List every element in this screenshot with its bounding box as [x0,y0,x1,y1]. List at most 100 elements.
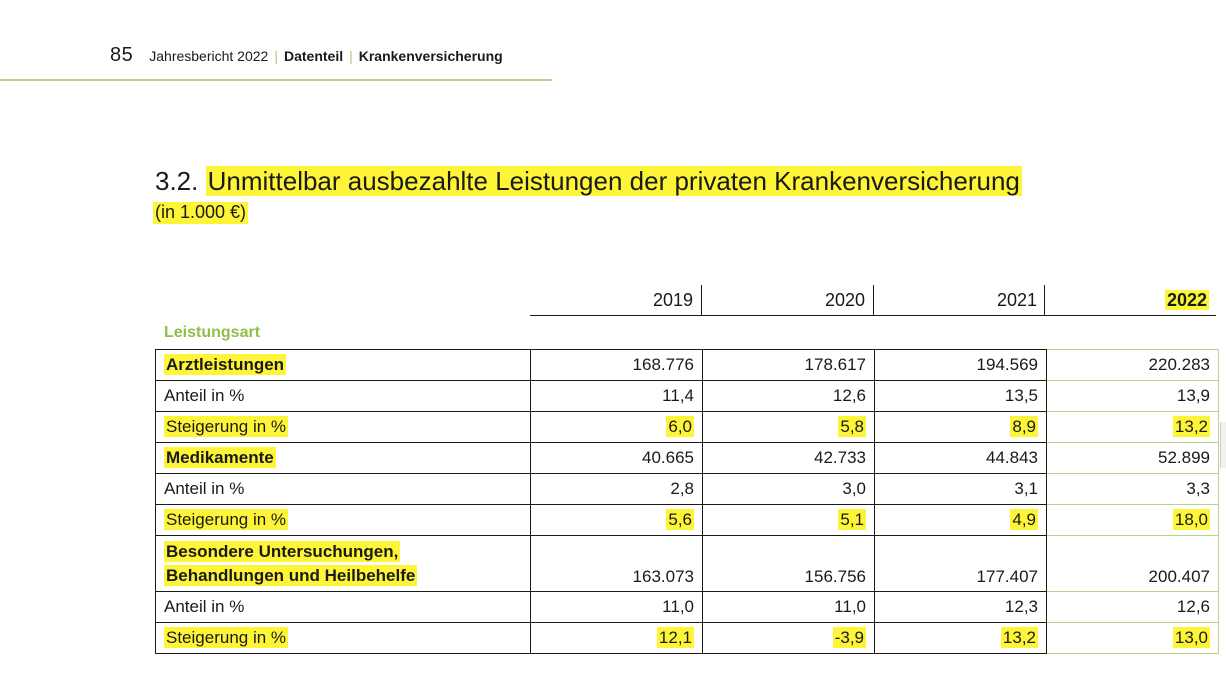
table-cell: 44.843 [874,442,1047,474]
table-cell: 6,0 [530,411,703,443]
table-row: Steigerung in % 12,1 -3,9 13,2 13,0 [155,622,1219,654]
table-cell: 4,9 [874,504,1047,536]
row-label: Steigerung in % [155,622,531,654]
cell-value: 18,0 [1172,509,1210,530]
table-cell: 12,3 [874,591,1047,623]
header-separator: | [349,48,353,64]
table-cell: 163.073 [530,535,703,592]
row-label: Anteil in % [155,473,531,505]
table-cell: 8,9 [874,411,1047,443]
row-label-text: Steigerung in % [164,416,289,437]
cell-value: 5,1 [838,509,866,530]
table-cell: 3,3 [1046,473,1219,505]
table-cell: 2,8 [530,473,703,505]
row-label-text: Steigerung in % [164,509,289,530]
cell-value: 13,2 [1000,627,1038,648]
year-label: 2021 [996,290,1037,310]
table-cell: 42.733 [702,442,875,474]
row-label-text: Besondere Untersuchungen, [164,540,401,562]
table-cell: 13,2 [1046,411,1219,443]
cell-value: 8,9 [1010,416,1038,437]
table-cell: 5,6 [530,504,703,536]
table-cell: 11,0 [702,591,875,623]
cell-value: 6,0 [666,416,694,437]
table-cell: 11,0 [530,591,703,623]
cell-value: 13,2 [1172,416,1210,437]
table-cell: 178.617 [702,349,875,381]
page-title: 3.2. Unmittelbar ausbezahlte Leistungen … [155,166,1022,197]
title-text: Unmittelbar ausbezahlte Leistungen der p… [205,166,1022,196]
row-label: Besondere Untersuchungen, Behandlungen u… [155,535,531,592]
table-cell: 3,0 [702,473,875,505]
year-divider [873,285,874,315]
page-number: 85 [110,44,134,66]
year-divider [701,285,702,315]
table-row: Arztleistungen 168.776 178.617 194.569 2… [155,349,1219,381]
row-label-text: Steigerung in % [164,627,289,648]
row-label: Arztleistungen [155,349,531,381]
header-rule [0,79,552,81]
cell-value: -3,9 [832,627,866,648]
report-name: Jahresbericht 2022 [149,48,269,64]
row-label: Anteil in % [155,380,531,412]
table-cell: 40.665 [530,442,703,474]
section-name: Datenteil [283,48,344,64]
table-row: Steigerung in % 6,0 5,8 8,9 13,2 [155,411,1219,443]
year-underline [530,315,1216,316]
cell-value: 4,9 [1010,509,1038,530]
table-cell: 12,6 [1046,591,1219,623]
table-row: Besondere Untersuchungen, Behandlungen u… [155,535,1219,592]
table-cell: 13,5 [874,380,1047,412]
table-row: Anteil in % 2,8 3,0 3,1 3,3 [155,473,1219,505]
cell-value: 5,6 [666,509,694,530]
year-header-2020: 2020 [702,284,873,316]
unit-subtitle: (in 1.000 €) [153,202,249,224]
table-cell: 5,8 [702,411,875,443]
table-cell: 12,6 [702,380,875,412]
row-label: Steigerung in % [155,504,531,536]
header-separator: | [274,48,278,64]
table-cell: 168.776 [530,349,703,381]
row-label-text: Arztleistungen [164,354,287,375]
table-cell: 200.407 [1046,535,1219,592]
table-cell: 5,1 [702,504,875,536]
table-cell: 13,9 [1046,380,1219,412]
table-cell: 194.569 [874,349,1047,381]
benefits-table: Arztleistungen 168.776 178.617 194.569 2… [155,349,1219,654]
subsection-name: Krankenversicherung [358,48,503,64]
year-divider [1044,285,1045,315]
table-cell: 18,0 [1046,504,1219,536]
year-label: 2019 [652,290,693,310]
table-cell: 11,4 [530,380,703,412]
table-cell: 13,2 [874,622,1047,654]
year-header-2022: 2022 [1046,284,1217,316]
row-label: Medikamente [155,442,531,474]
table-cell: 177.407 [874,535,1047,592]
cell-value: 12,1 [656,627,694,648]
table-cell: 156.756 [702,535,875,592]
year-header-2021: 2021 [874,284,1045,316]
cell-value: 5,8 [838,416,866,437]
table-row: Anteil in % 11,4 12,6 13,5 13,9 [155,380,1219,412]
page-header: 85 Jahresbericht 2022 | Datenteil | Kran… [110,44,503,72]
year-label: 2022 [1164,290,1209,310]
scrollbar-thumb[interactable] [1220,422,1226,468]
table-cell: -3,9 [702,622,875,654]
table-row: Anteil in % 11,0 11,0 12,3 12,6 [155,591,1219,623]
year-header-2019: 2019 [530,284,701,316]
table-row: Medikamente 40.665 42.733 44.843 52.899 [155,442,1219,474]
row-label: Steigerung in % [155,411,531,443]
table-cell: 52.899 [1046,442,1219,474]
table-row: Steigerung in % 5,6 5,1 4,9 18,0 [155,504,1219,536]
unit-text: (in 1.000 €) [153,202,249,224]
table-cell: 13,0 [1046,622,1219,654]
row-label-text: Medikamente [164,447,276,468]
group-label: Leistungsart [164,324,261,341]
title-number: 3.2. [155,166,199,196]
table-cell: 3,1 [874,473,1047,505]
table-cell: 220.283 [1046,349,1219,381]
year-label: 2020 [824,290,865,310]
row-label-text: Behandlungen und Heilbehelfe [164,564,418,586]
cell-value: 13,0 [1172,627,1210,648]
table-cell: 12,1 [530,622,703,654]
